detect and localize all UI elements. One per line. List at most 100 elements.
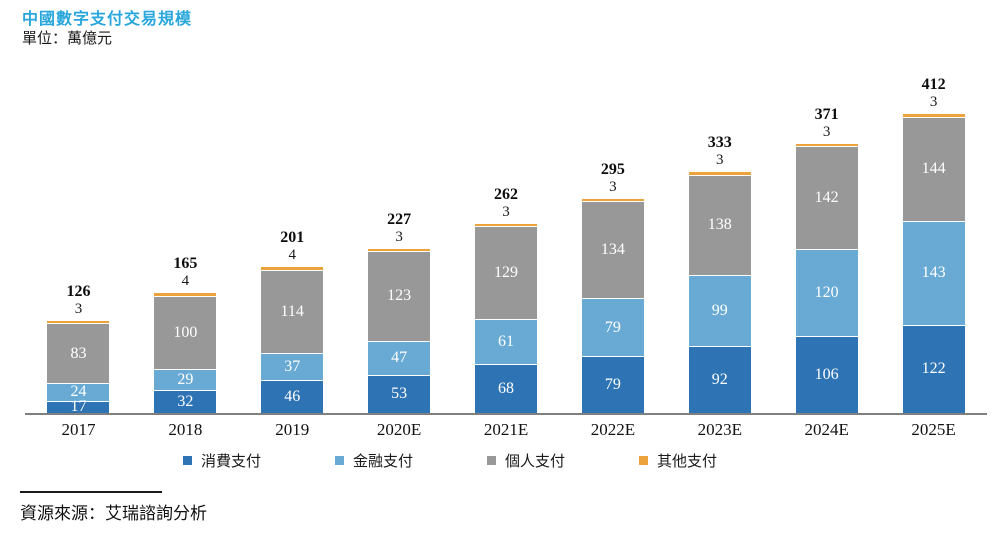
x-axis-label: 2017	[61, 420, 96, 439]
bar-segment	[902, 114, 965, 117]
stacked-bar: 138 99 92	[688, 172, 751, 413]
bar-segment: 100	[154, 296, 217, 369]
legend-color-swatch	[487, 456, 496, 465]
segment-value-label: 138	[707, 216, 732, 234]
bar-segment	[261, 267, 324, 271]
segment-value-label: 47	[391, 349, 408, 367]
legend-label: 消費支付	[200, 454, 261, 470]
legend-label: 其他支付	[657, 454, 718, 470]
bar-total-label: 165	[173, 255, 198, 273]
bar-group: 227 3 123 47 53	[346, 211, 453, 415]
bar-total-label: 333	[707, 134, 732, 152]
stacked-bar: 100 29 32	[154, 293, 217, 413]
bar-segment: 68	[475, 363, 537, 413]
segment-value-label: 46	[284, 387, 301, 405]
other-payment-value-label: 4	[288, 247, 296, 264]
bar-segment: 122	[902, 324, 965, 413]
bar-group: 412 3 144 143 122	[880, 76, 987, 415]
bar-total-label: 295	[600, 161, 625, 179]
segment-value-label: 83	[70, 344, 87, 362]
bar-segment: 53	[368, 374, 431, 413]
bar-total-label: 371	[814, 106, 839, 124]
bar-segment: 37	[261, 352, 324, 380]
segment-value-label: 37	[284, 357, 301, 375]
stacked-bar: 144 143 122	[902, 114, 965, 413]
x-axis-label: 2023E	[697, 420, 742, 439]
chart-title: 中國數字支付交易規模	[22, 11, 193, 28]
bar-segment: 138	[688, 174, 751, 275]
bar-segment: 123	[368, 251, 431, 341]
segment-value-label: 99	[711, 301, 728, 319]
bar-total-label: 262	[494, 185, 518, 203]
stacked-bar: 114 37 46	[261, 267, 324, 413]
bar-segment: 79	[581, 298, 644, 356]
legend-color-swatch	[182, 456, 192, 465]
segment-value-label: 53	[391, 385, 408, 403]
bar-segment: 61	[475, 319, 537, 364]
stacked-bar: 129 61 68	[475, 223, 537, 413]
other-payment-value-label: 4	[181, 273, 190, 290]
segment-value-label: 32	[177, 392, 194, 410]
bar-segment: 99	[688, 274, 751, 347]
stacked-bar: 83 24 17	[47, 320, 110, 415]
other-payment-value-label: 3	[929, 94, 938, 111]
legend-color-swatch	[639, 456, 649, 465]
segment-value-label: 29	[177, 370, 194, 388]
bar-group: 333 3 138 99 92	[666, 134, 773, 415]
bar-segment: 46	[261, 379, 324, 413]
bar-segment: 114	[261, 270, 324, 353]
bar-group: 201 4 114 37 46	[239, 229, 346, 415]
x-axis-label: 2021E	[483, 420, 529, 439]
other-payment-value-label: 3	[395, 229, 403, 246]
x-axis-label: 2018	[168, 420, 203, 439]
stacked-bar-chart: 126 3 83 24 17 165 4 100 29 32 201 4 114 37 46 227 3 123 4…	[25, 60, 987, 415]
segment-value-label: 24	[70, 383, 87, 401]
x-axis-label: 2019	[275, 420, 310, 439]
bar-segment: 142	[795, 146, 858, 250]
segment-value-label: 100	[173, 324, 198, 342]
other-payment-value-label: 3	[74, 300, 83, 317]
legend-color-swatch	[334, 456, 344, 465]
bar-segment: 29	[154, 368, 217, 390]
bar-segment: 129	[475, 225, 537, 320]
legend-item: 其他支付	[639, 450, 717, 471]
bar-segment: 24	[47, 383, 110, 401]
bar-segment: 92	[688, 346, 751, 413]
bar-segment: 79	[581, 355, 644, 413]
legend-label: 金融支付	[352, 454, 413, 470]
other-payment-value-label: 3	[716, 152, 724, 169]
bar-segment	[475, 223, 537, 226]
bar-group: 262 3 129 61 68	[453, 186, 560, 415]
bar-segment	[154, 293, 217, 297]
stacked-bar: 142 120 106	[795, 144, 858, 413]
bar-segment	[581, 199, 644, 202]
bar-segment	[795, 144, 858, 147]
bar-segment: 17	[47, 399, 110, 415]
other-payment-value-label: 3	[609, 179, 617, 196]
bar-total-label: 412	[921, 76, 946, 94]
bar-segment: 143	[902, 220, 965, 325]
segment-value-label: 79	[604, 375, 621, 393]
segment-value-label: 129	[494, 264, 518, 282]
legend-item: 消費支付	[182, 450, 261, 471]
segment-value-label: 61	[498, 333, 514, 351]
segment-value-label: 122	[921, 360, 946, 378]
bar-segment: 83	[47, 323, 110, 384]
bar-segment	[47, 320, 110, 324]
bar-segment: 47	[368, 340, 431, 375]
other-payment-value-label: 3	[502, 203, 510, 220]
bars-area: 126 3 83 24 17 165 4 100 29 32 201 4 114 37 46 227 3 123 4…	[25, 60, 987, 415]
bar-segment: 144	[902, 116, 965, 221]
source-divider	[20, 491, 162, 493]
segment-value-label: 68	[498, 379, 514, 397]
legend-item: 金融支付	[334, 450, 413, 471]
bar-segment: 134	[581, 201, 644, 299]
stacked-bar: 123 47 53	[368, 249, 431, 413]
source-text: 資源來源：艾瑞諮詢分析	[20, 504, 207, 523]
segment-value-label: 120	[814, 284, 839, 302]
unit-label: 單位：萬億元	[22, 31, 113, 47]
segment-value-label: 106	[814, 366, 839, 384]
segment-value-label: 92	[711, 371, 728, 389]
bar-group: 295 3 134 79 79	[559, 161, 666, 415]
